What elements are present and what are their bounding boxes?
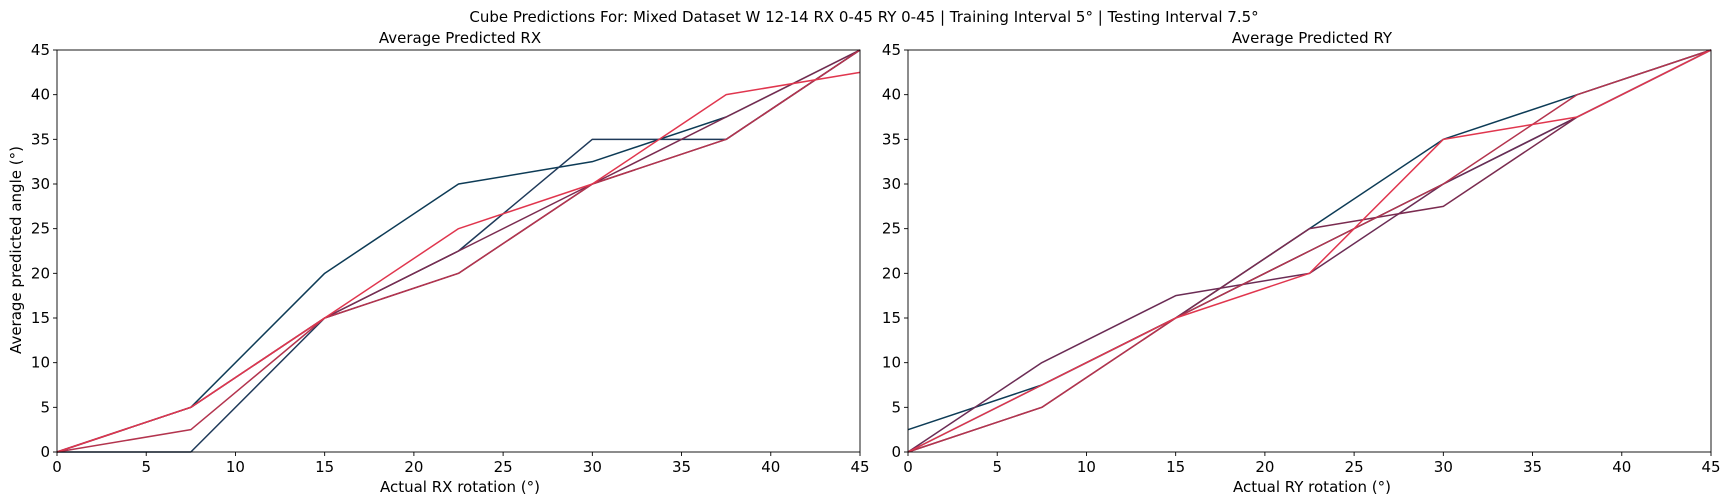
series-line: [56, 49, 861, 453]
y-tick-label: 0: [40, 443, 50, 461]
x-tick-label: 45: [850, 458, 869, 476]
x-tick-label: 15: [315, 458, 334, 476]
x-tick-label: 0: [903, 458, 913, 476]
x-tick-label: 40: [761, 458, 780, 476]
y-tick-label: 15: [31, 309, 50, 327]
series-line: [907, 49, 1712, 453]
y-tick-label: 20: [31, 264, 50, 282]
y-tick-label: 35: [31, 130, 50, 148]
x-tick-label: 5: [992, 458, 1002, 476]
y-tick-label: 0: [891, 443, 901, 461]
x-axis-label: Actual RX rotation (°): [380, 478, 540, 496]
x-axis-label: Actual RY rotation (°): [1233, 478, 1391, 496]
axes-frame: [56, 49, 861, 453]
y-tick-label: 30: [882, 175, 901, 193]
y-tick-label: 35: [882, 130, 901, 148]
subplot-ry: Average Predicted RY Actual RY rotation …: [882, 29, 1721, 496]
series-line: [907, 49, 1712, 431]
series-line: [907, 49, 1712, 453]
chart-title: Average Predicted RX: [379, 29, 541, 47]
x-tick-label: 20: [1255, 458, 1274, 476]
y-tick-label: 40: [882, 86, 901, 104]
chart-title: Average Predicted RY: [1232, 29, 1393, 47]
y-tick-label: 15: [882, 309, 901, 327]
x-tick-label: 10: [226, 458, 245, 476]
y-tick-label: 25: [31, 220, 50, 238]
x-tick-label: 0: [52, 458, 62, 476]
x-tick-label: 10: [1077, 458, 1096, 476]
y-axis-label: Average predicted angle (°): [7, 146, 25, 354]
y-tick-label: 10: [882, 354, 901, 372]
y-tick-label: 5: [40, 398, 50, 416]
plot-area: 0 5 10 15 20 25 30 35 40 45 0 5 10 15 20 25 30 35 40 45: [31, 41, 870, 476]
x-tick-label: 30: [583, 458, 602, 476]
series-line: [56, 71, 861, 453]
x-tick-label: 40: [1612, 458, 1631, 476]
x-tick-label: 25: [494, 458, 513, 476]
axes-frame: [907, 49, 1712, 453]
y-tick-label: 45: [31, 41, 50, 59]
x-tick-label: 35: [1523, 458, 1542, 476]
y-tick-label: 30: [31, 175, 50, 193]
plot-area: 0 5 10 15 20 25 30 35 40 45 0 5 10 15 20 25 30 35 40 45: [882, 41, 1721, 476]
y-tick-label: 10: [31, 354, 50, 372]
y-tick-label: 20: [882, 264, 901, 282]
y-tick-label: 45: [882, 41, 901, 59]
x-tick-label: 20: [404, 458, 423, 476]
x-tick-label: 5: [141, 458, 151, 476]
y-tick-label: 40: [31, 86, 50, 104]
series-line: [56, 49, 861, 453]
x-tick-label: 30: [1434, 458, 1453, 476]
figure-title: Cube Predictions For: Mixed Dataset W 12…: [469, 8, 1258, 26]
y-tick-label: 5: [891, 398, 901, 416]
subplot-rx: Average Predicted RX Average predicted a…: [7, 29, 870, 496]
x-tick-label: 15: [1166, 458, 1185, 476]
x-tick-label: 45: [1701, 458, 1720, 476]
x-tick-label: 25: [1345, 458, 1364, 476]
y-tick-label: 25: [882, 220, 901, 238]
x-tick-label: 35: [672, 458, 691, 476]
